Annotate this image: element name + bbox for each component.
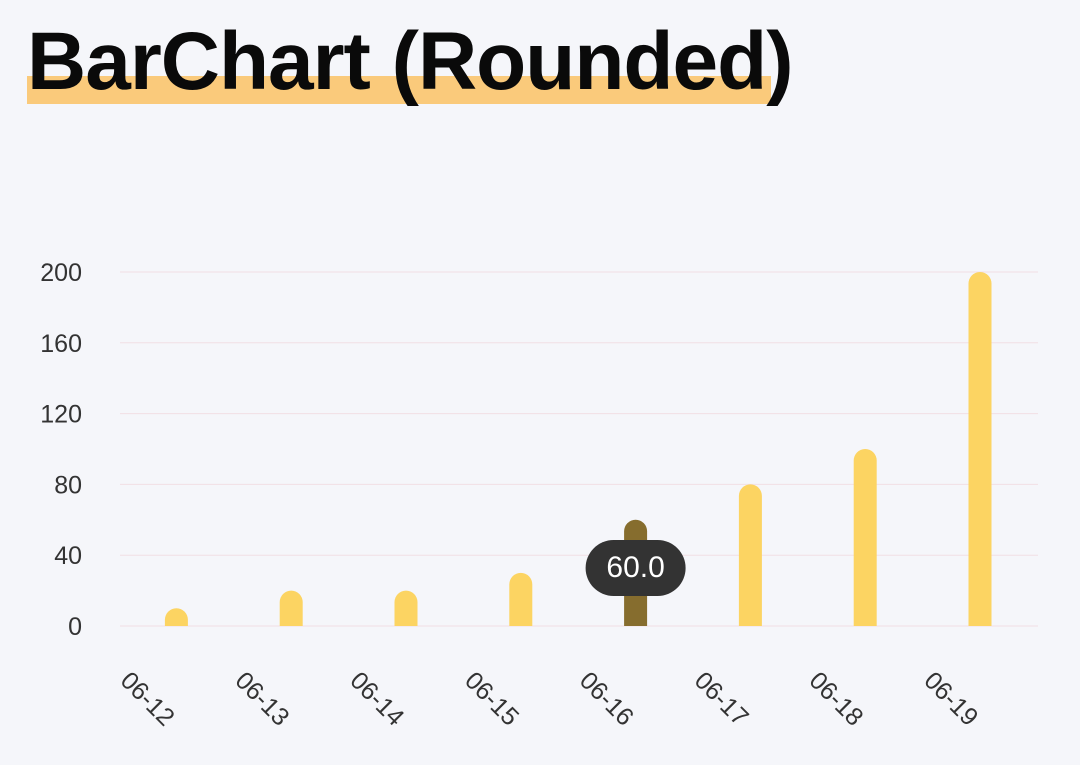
- title-block: BarChart (Rounded): [27, 14, 794, 110]
- x-tick-label: 06-13: [230, 667, 295, 732]
- page-title: BarChart (Rounded): [27, 16, 794, 107]
- y-tick-label: 160: [40, 330, 82, 358]
- x-tick-label: 06-18: [804, 667, 869, 732]
- y-tick-label: 40: [54, 542, 82, 570]
- title-highlight: [27, 76, 771, 104]
- y-tick-label: 200: [40, 259, 82, 287]
- x-tick-label: 06-14: [344, 667, 409, 732]
- y-axis-labels: 0 40 80 120 160 200: [40, 259, 82, 641]
- x-tick-label: 06-17: [689, 667, 754, 732]
- x-tick-label: 06-15: [459, 667, 524, 732]
- bar[interactable]: [738, 484, 762, 626]
- bar[interactable]: [509, 572, 533, 626]
- x-tick-label: 06-12: [115, 667, 180, 732]
- bar[interactable]: [968, 272, 992, 626]
- bar[interactable]: [164, 608, 188, 626]
- y-tick-label: 0: [68, 613, 82, 641]
- grid-lines: [120, 271, 1038, 627]
- tooltip-background: [585, 540, 686, 596]
- value-tooltip: 60.0: [585, 540, 686, 596]
- x-tick-label: 06-19: [918, 667, 983, 732]
- x-axis-labels: 06-12 06-13 06-14 06-15 06-16 06-17 06-18 06-19: [115, 667, 984, 732]
- y-tick-label: 80: [54, 471, 82, 499]
- bar[interactable]: [853, 449, 877, 626]
- y-tick-label: 120: [40, 401, 82, 429]
- bar[interactable]: [394, 590, 418, 626]
- bar[interactable]: [279, 590, 303, 626]
- bars: [164, 272, 992, 626]
- x-tick-label: 06-16: [574, 667, 639, 732]
- tooltip-text: 60.0: [606, 551, 664, 584]
